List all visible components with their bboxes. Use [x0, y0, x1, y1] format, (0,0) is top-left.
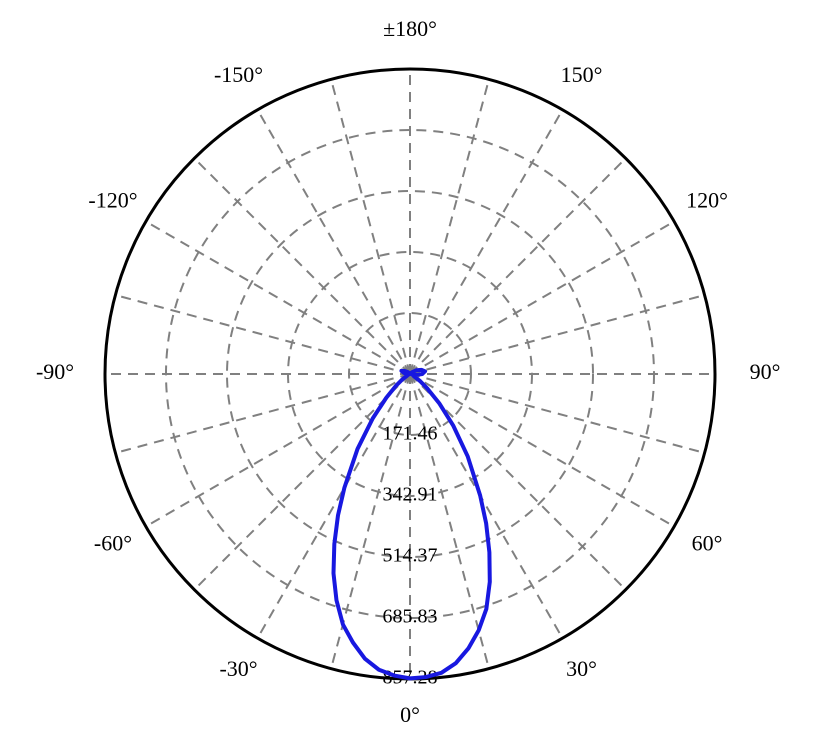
angle-label: 90° [750, 359, 781, 384]
angle-label: 60° [692, 531, 723, 556]
angle-label: -150° [214, 62, 263, 87]
radial-label: 514.37 [383, 545, 438, 567]
angle-label: -30° [219, 656, 257, 681]
angle-label: ±180° [383, 16, 437, 41]
radial-label: 685.83 [383, 606, 438, 628]
angle-label: -60° [94, 531, 132, 556]
angle-label: -120° [88, 188, 137, 213]
polar-chart: 171.46342.91514.37685.83857.280°30°60°90… [0, 0, 831, 752]
angle-label: -90° [36, 359, 74, 384]
angle-label: 30° [566, 656, 597, 681]
angle-label: 150° [561, 62, 603, 87]
angle-label: 0° [400, 702, 420, 727]
radial-label: 171.46 [383, 423, 438, 445]
angle-label: 120° [686, 188, 728, 213]
radial-label: 342.91 [383, 484, 438, 506]
